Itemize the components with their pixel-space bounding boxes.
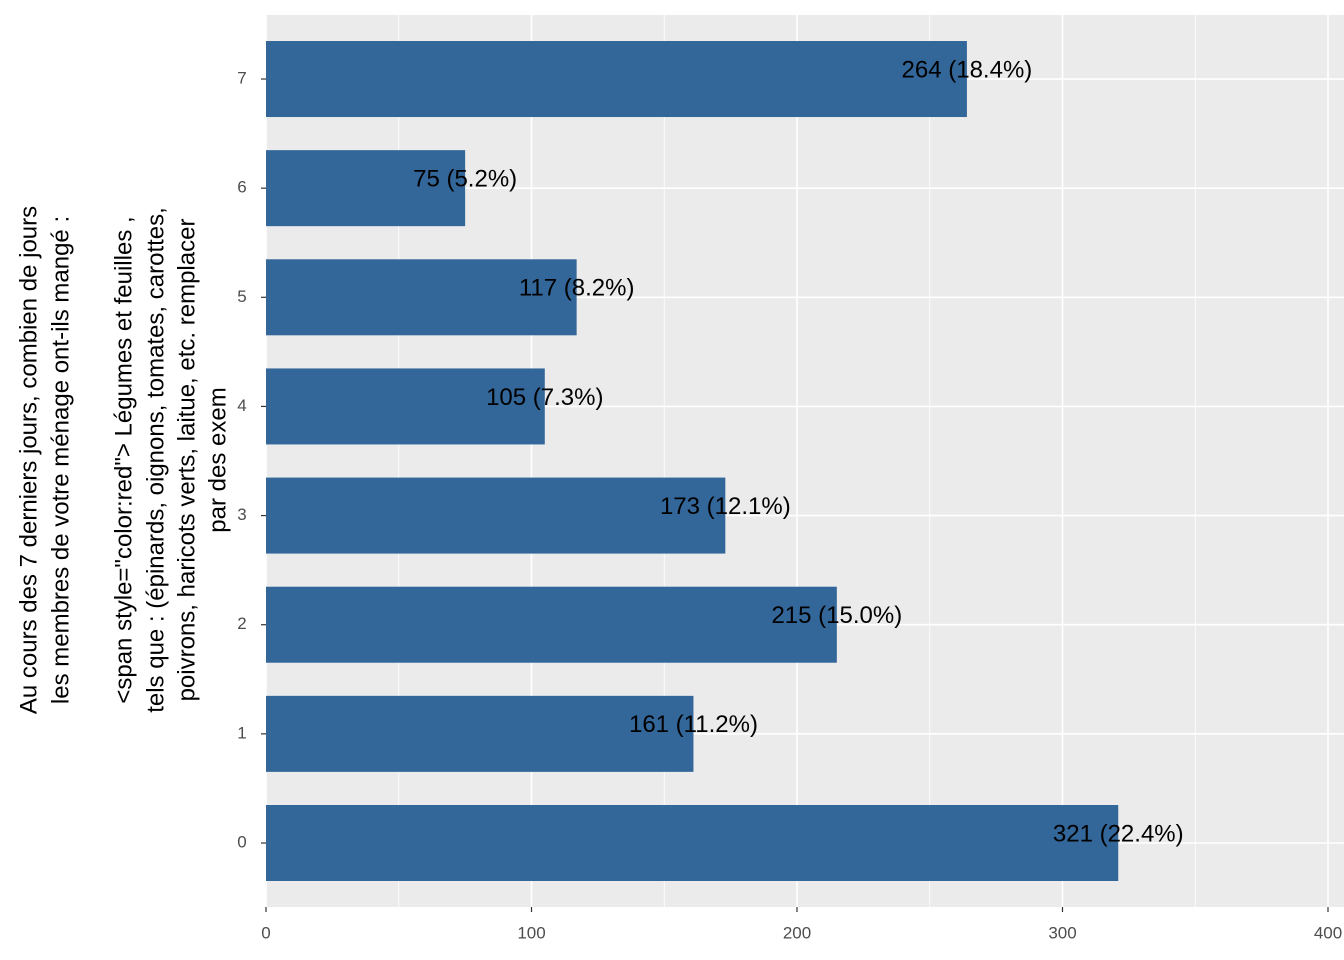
x-tick-label: 0 xyxy=(261,923,270,942)
bar xyxy=(266,477,726,554)
y-axis-title: <span style="color:red"> Légumes et feui… xyxy=(110,216,137,703)
y-tick-label: 4 xyxy=(237,396,246,415)
value-label: 321 (22.4%) xyxy=(1053,820,1184,847)
value-label: 173 (12.1%) xyxy=(660,493,791,520)
y-tick-label: 7 xyxy=(237,69,246,88)
x-tick-label: 100 xyxy=(517,923,545,942)
y-axis-title: tels que : (épinards, oignons, tomates, … xyxy=(142,207,169,713)
bar xyxy=(266,695,694,772)
bar xyxy=(266,586,837,663)
bar xyxy=(266,41,967,118)
y-tick-label: 3 xyxy=(237,505,246,524)
y-axis-title: par des exem xyxy=(204,387,231,532)
value-label: 117 (8.2%) xyxy=(519,275,635,302)
y-tick-label: 5 xyxy=(237,287,246,306)
y-tick-label: 2 xyxy=(237,614,246,633)
value-label: 215 (15.0%) xyxy=(771,602,902,629)
value-label: 75 (5.2%) xyxy=(413,166,517,193)
x-tick-label: 200 xyxy=(783,923,811,942)
y-axis-title: Au cours des 7 derniers jours, combien d… xyxy=(15,206,42,714)
bar xyxy=(266,368,545,445)
value-label: 161 (11.2%) xyxy=(629,711,758,738)
y-tick-label: 6 xyxy=(237,178,246,197)
x-tick-label: 300 xyxy=(1048,923,1076,942)
bar xyxy=(266,259,577,336)
panel xyxy=(266,15,1344,907)
y-tick-label: 1 xyxy=(237,723,246,742)
y-axis-title: les membres de votre ménage ont-ils mang… xyxy=(47,216,74,704)
value-label: 105 (7.3%) xyxy=(486,384,603,411)
bar xyxy=(266,150,466,227)
y-tick-label: 0 xyxy=(237,832,246,851)
value-label: 264 (18.4%) xyxy=(902,56,1033,83)
x-tick-label: 400 xyxy=(1314,923,1342,942)
bar xyxy=(266,805,1119,881)
y-axis-title: poivrons, haricots verts, laitue, etc. r… xyxy=(173,219,200,702)
